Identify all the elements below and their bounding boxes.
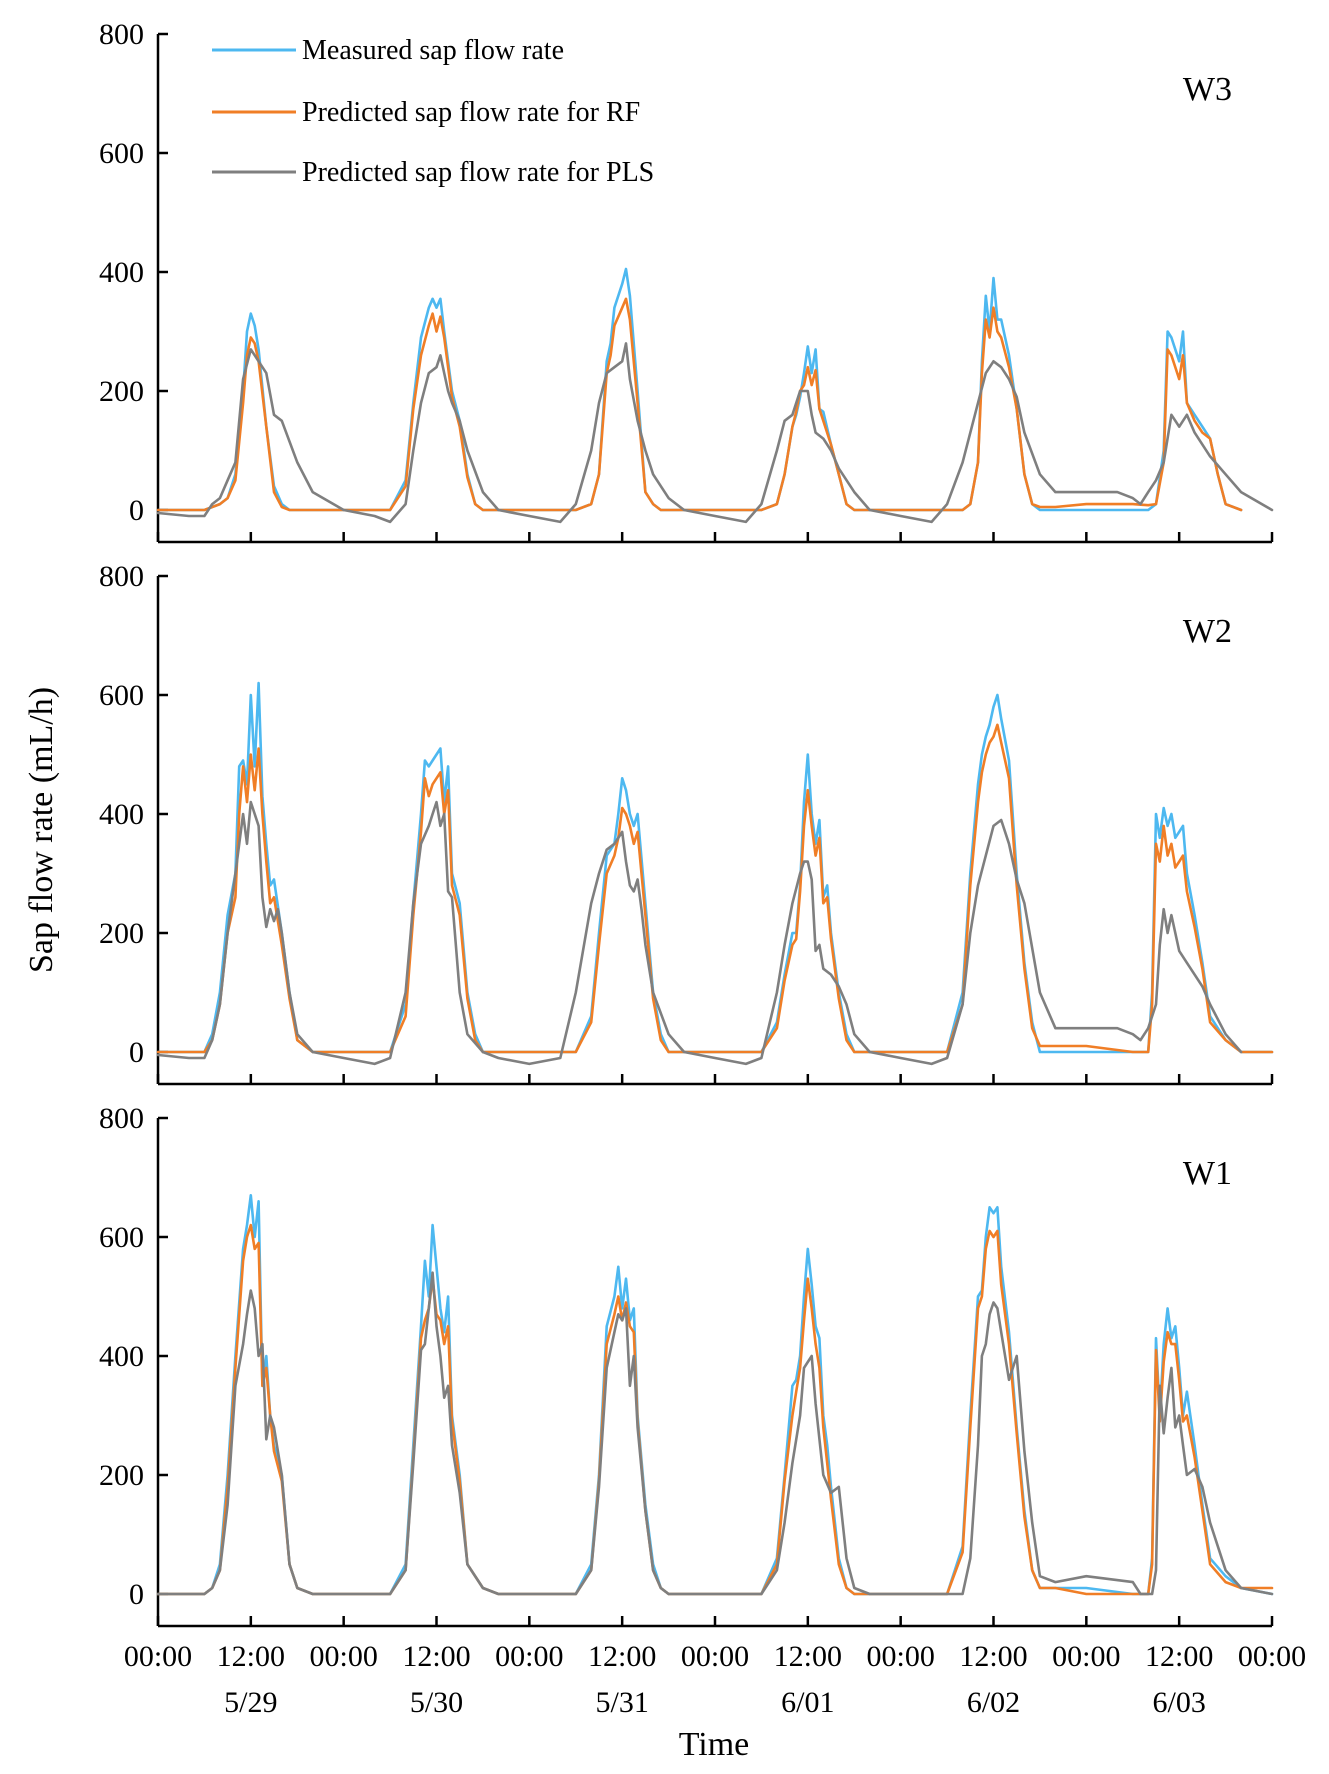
- y-tick-label: 200: [99, 1459, 144, 1492]
- x-tick-label: 00:00: [309, 1640, 377, 1673]
- y-tick-label: 0: [129, 1036, 144, 1069]
- x-tick-label: 00:00: [495, 1640, 563, 1673]
- y-axis-title: Sap flow rate (mL/h): [23, 687, 60, 973]
- legend: Measured sap flow rate Predicted sap flow…: [212, 35, 654, 188]
- x-tick-label: 12:00: [1145, 1640, 1213, 1673]
- panels: 0 200 400 600 800 W3 0 200 400 600 800 W2 0 200 400 600…: [99, 18, 1274, 1628]
- y-tick-label: 600: [99, 679, 144, 712]
- y-tick-label: 800: [99, 1102, 144, 1135]
- x-tick-label: 12:00: [774, 1640, 842, 1673]
- series-measured-line-w1: [156, 1194, 1274, 1596]
- y-tick-label: 400: [99, 798, 144, 831]
- series-pls-line-w2: [156, 800, 1243, 1066]
- date-label: 6/01: [781, 1686, 834, 1719]
- panel-label: W1: [1183, 1155, 1232, 1192]
- y-tick-label: 0: [129, 1578, 144, 1611]
- x-tick-label: 12:00: [959, 1640, 1027, 1673]
- panel-label: W3: [1183, 71, 1232, 108]
- x-tick-label: 00:00: [124, 1640, 192, 1673]
- legend-label: Predicted sap flow rate for PLS: [302, 157, 654, 188]
- x-axis-labels: 00:00 12:00 00:00 12:00 00:00 12:00 00:00 12:00…: [124, 1640, 1306, 1719]
- panel-w2: 0 200 400 600 800 W2: [99, 560, 1274, 1086]
- y-tick-label: 0: [129, 494, 144, 527]
- panel-w3: 0 200 400 600 800 W3: [99, 18, 1274, 544]
- y-tick-label: 200: [99, 375, 144, 408]
- panel-label: W2: [1183, 613, 1232, 650]
- x-axis-title: Time: [679, 1726, 750, 1763]
- y-tick-label: 400: [99, 1340, 144, 1373]
- date-label: 5/29: [224, 1686, 277, 1719]
- y-tick-label: 800: [99, 18, 144, 51]
- legend-label: Measured sap flow rate: [302, 35, 564, 66]
- series-pls-line-w3: [156, 342, 1274, 524]
- date-label: 6/02: [967, 1686, 1020, 1719]
- series-measured-line-w2: [156, 681, 1274, 1054]
- x-tick-label: 12:00: [402, 1640, 470, 1673]
- x-tick-label: 00:00: [1238, 1640, 1306, 1673]
- y-tick-label: 800: [99, 560, 144, 593]
- date-label: 5/30: [410, 1686, 463, 1719]
- panel-w1: 0 200 400 600 800 W1: [99, 1102, 1274, 1628]
- y-tick-label: 600: [99, 137, 144, 170]
- y-tick-label: 200: [99, 917, 144, 950]
- legend-label: Predicted sap flow rate for RF: [302, 97, 640, 128]
- series-pls-line-w1: [156, 1271, 1274, 1596]
- x-tick-label: 00:00: [866, 1640, 934, 1673]
- date-label: 5/31: [595, 1686, 648, 1719]
- series-rf-line-w1: [156, 1223, 1274, 1596]
- x-tick-label: 12:00: [217, 1640, 285, 1673]
- x-tick-label: 12:00: [588, 1640, 656, 1673]
- series-rf-line-w2: [156, 723, 1274, 1054]
- x-tick-label: 00:00: [1052, 1640, 1120, 1673]
- y-tick-label: 600: [99, 1221, 144, 1254]
- x-tick-label: 00:00: [681, 1640, 749, 1673]
- series-measured-line-w3: [156, 267, 1243, 512]
- series-rf-line-w3: [156, 297, 1243, 512]
- y-tick-label: 400: [99, 256, 144, 289]
- date-label: 6/03: [1152, 1686, 1205, 1719]
